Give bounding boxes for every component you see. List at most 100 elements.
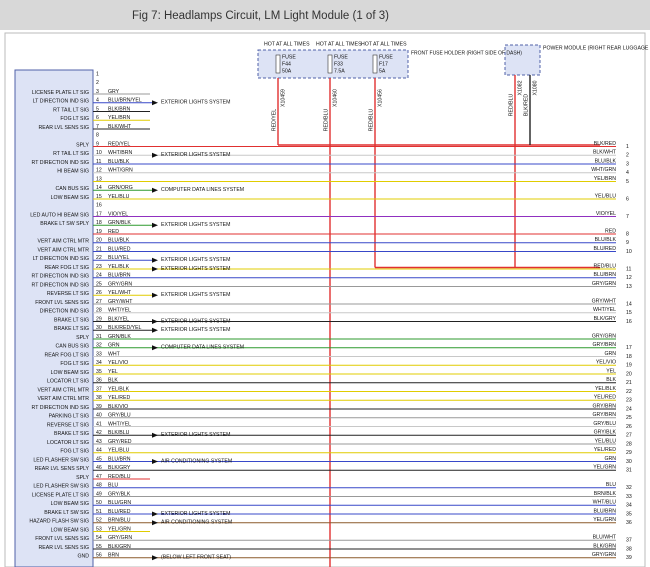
pin-number: 15 [96,194,102,200]
pin-number: 13 [96,176,102,182]
wire-color: BLK/VIO [108,404,128,410]
signal-label: VERT AIM CTRL MTR [38,396,90,402]
wire-color: BLU [108,483,118,489]
right-wire-color: GRN [604,351,616,357]
wire-color: YEL/BLK [108,386,130,392]
right-wire-color: BLK/GRY [594,316,617,322]
wire-color: RED/YEL [108,141,130,147]
connector-number: 21 [626,380,632,386]
pin-number: 4 [96,98,99,104]
splice-id: X1082 [517,80,523,95]
signal-label: CAN BUS SIG [56,186,89,192]
wire-color: GRY [108,89,120,95]
wire-color: YEL/WHT [108,290,132,296]
signal-label: CAN BUS SIG [56,344,89,350]
wire-color: GRY/GRN [108,281,132,287]
wire-color: RED [108,229,119,235]
signal-label: LICENSE PLATE LT SIG [32,492,89,498]
fuse-id: F17 [379,61,388,67]
arrow [152,292,158,298]
splice-id: X10456 [377,89,383,107]
connector-number: 20 [626,371,632,377]
fuse-label: FUSE [379,54,393,60]
fuse-symbol [275,54,281,74]
right-wire-color: BLK/GRN [593,543,616,549]
signal-label: LT DIRECTION IND SIG [33,256,89,262]
signal-label: LED AUTO HI BEAM SIG [30,212,89,218]
connector-number: 39 [626,555,632,561]
connector-number: 16 [626,319,632,325]
pin-number: 50 [96,500,102,506]
pin-number: 34 [96,360,102,366]
wire-color: BLK/BRN [108,106,130,112]
wire-color: YEL [108,369,118,375]
fuse-symbol [372,54,378,74]
arrow [152,459,158,464]
pin-number: 28 [96,308,102,314]
pin-number: 9 [96,141,99,147]
pin-number: 46 [96,465,102,471]
wire-color: YEL/RED [108,395,130,401]
right-wire-color: GRY/GRN [592,552,616,558]
signal-label: LED FLASHER SW SIG [33,484,89,490]
arrow [152,152,158,158]
wire-color: RED/BLU [508,94,514,117]
splice-id: X10460 [332,89,338,107]
wire-color: VIO/YEL [108,211,128,217]
wire-color: BLK [108,378,118,384]
right-wire-color: GRY/BLU [593,421,616,427]
signal-label: VERT AIM CTRL MTR [38,239,90,245]
connector-number: 10 [626,249,632,255]
wire-color: BLU/BRN [108,273,131,279]
connector-number: 27 [626,433,632,439]
connector-number: 5 [626,179,629,185]
signal-label: SPLY [76,475,89,481]
pin-number: 22 [96,255,102,261]
right-wire-color: WHT/BLU [593,500,617,506]
right-wire-color: YEL/RED [594,447,616,453]
fuse-holder-label: FRONT FUSE HOLDER (RIGHT SIDE OF DASH) [411,50,522,56]
pin-number: 43 [96,439,102,445]
connector-number: 15 [626,310,632,316]
destination: EXTERIOR LIGHTS SYSTEM [161,292,230,298]
right-wire-color: BLK [606,377,616,383]
pin-number: 12 [96,168,102,174]
wire-color: BLU/RED [108,246,131,252]
connector-number: 2 [626,153,629,159]
pin-number: 32 [96,343,102,349]
connector-number: 7 [626,214,629,220]
hot-label: HOT AT ALL TIMES [264,41,310,47]
pin-number: 21 [96,246,102,252]
signal-label: REAR LVL SENS SPLY [35,466,90,472]
wire-color: GRN [108,343,120,349]
pin-number: 33 [96,351,102,357]
signal-label: FRONT LVL SENS SIG [35,536,89,542]
fuse-symbol [327,54,333,74]
pin-number: 44 [96,448,102,454]
hot-label: HOT AT ALL TIMES [361,41,407,47]
pin-number: 16 [96,203,102,209]
right-wire-color: YEL/GRN [593,517,616,523]
destination: EXTERIOR LIGHTS SYSTEM [161,432,230,438]
power-module [504,44,541,76]
right-wire-color: GRY/BRN [592,412,616,418]
wire-color: BLK/BLU [108,430,130,436]
connector-number: 19 [626,363,632,369]
signal-label: RT TAIL LT SIG [53,107,89,113]
signal-label: GND [77,554,89,560]
connector-number: 3 [626,161,629,167]
pin-number: 18 [96,220,102,226]
splice-id: X1080 [532,80,538,95]
signal-label: HAZARD FLASH SW SIG [29,519,89,525]
wire-color: YEL/VIO [108,360,128,366]
wire-color: BLU/BRN [108,456,131,462]
connector-number: 36 [626,520,632,526]
destination: EXTERIOR LIGHTS SYSTEM [161,318,230,324]
wire-color: YEL/BLK [108,264,130,270]
signal-label: LT DIRECTION IND SIG [33,99,89,105]
pin-number: 45 [96,456,102,462]
signal-label: RT DIRECTION IND SIG [32,405,89,411]
pin-number: 27 [96,299,102,305]
pin-number: 10 [96,150,102,156]
